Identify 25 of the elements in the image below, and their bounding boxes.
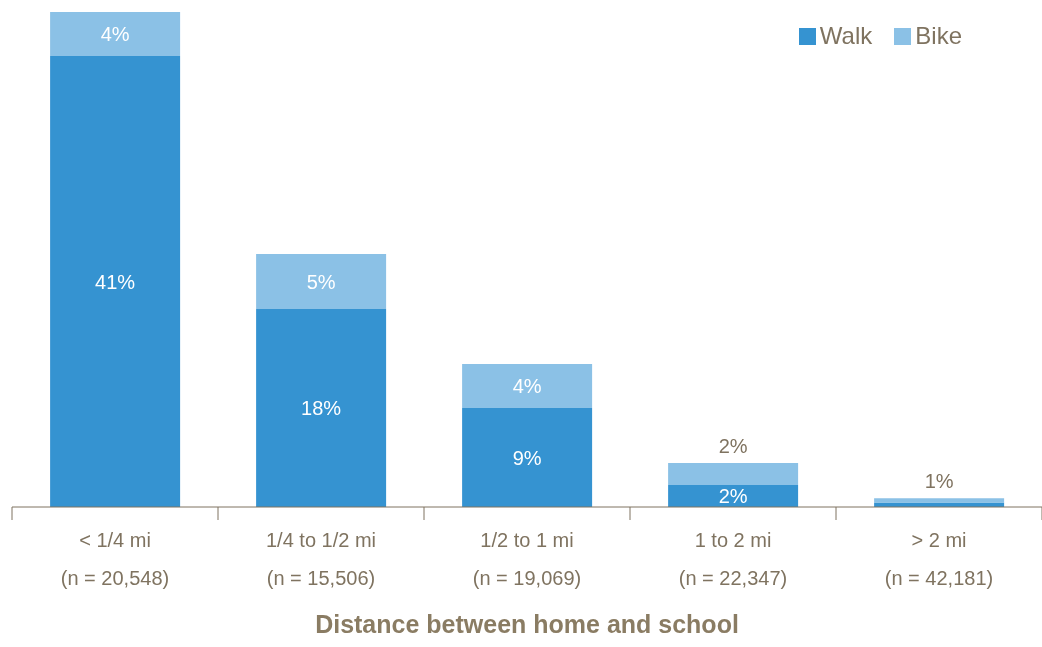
bar — [462, 364, 593, 408]
x-tick-label: 1 to 2 mi (n = 22,347) — [678, 529, 788, 589]
total-label: 1% — [924, 470, 954, 493]
bar — [462, 408, 593, 507]
data-label: 9% — [512, 446, 542, 469]
data-label: 2% — [718, 435, 748, 457]
data-label: 41% — [95, 270, 136, 293]
data-label: 2% — [718, 485, 748, 507]
x-tick-label: > 2 mi (n = 42,181) — [884, 529, 994, 589]
data-label: 4% — [512, 375, 542, 397]
x-tick-label: 1/2 to 1 mi (n = 19,069) — [472, 529, 582, 589]
data-label: 5% — [306, 270, 336, 293]
bar — [256, 254, 387, 309]
x-tick-label: 1/4 to 1/2 mi (n = 15,506) — [265, 529, 377, 589]
x-tick-label: < 1/4 mi (n = 20,548) — [60, 529, 170, 589]
legend-label: Bike — [915, 22, 962, 50]
bar — [50, 56, 181, 507]
data-label: 18% — [301, 397, 342, 419]
bar — [668, 463, 799, 485]
data-label: 4% — [100, 23, 130, 45]
legend-label: Walk — [819, 22, 873, 50]
x-axis-title: Distance between home and school — [315, 610, 739, 638]
bar — [874, 498, 1005, 503]
bar — [256, 309, 387, 507]
bar — [50, 12, 181, 56]
